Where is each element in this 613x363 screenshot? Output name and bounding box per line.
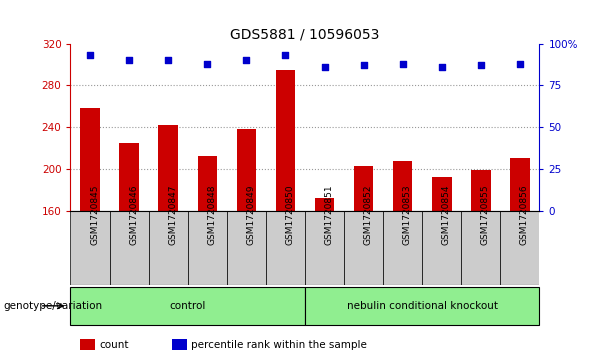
Bar bbox=[172, 339, 187, 350]
Text: GSM1720856: GSM1720856 bbox=[520, 184, 529, 245]
Bar bbox=[471, 170, 490, 211]
Bar bbox=[266, 211, 305, 285]
Bar bbox=[80, 108, 100, 211]
Text: GSM1720853: GSM1720853 bbox=[403, 184, 412, 245]
Bar bbox=[237, 129, 256, 211]
Bar bbox=[110, 211, 149, 285]
Text: GSM1720846: GSM1720846 bbox=[129, 184, 138, 245]
Text: GSM1720850: GSM1720850 bbox=[286, 184, 294, 245]
Bar bbox=[80, 339, 95, 350]
Bar bbox=[188, 211, 227, 285]
Text: GSM1720851: GSM1720851 bbox=[324, 184, 333, 245]
Point bbox=[398, 61, 408, 66]
Bar bbox=[197, 156, 217, 211]
Bar bbox=[432, 177, 452, 211]
Bar bbox=[500, 211, 539, 285]
Text: control: control bbox=[170, 301, 206, 311]
Bar bbox=[149, 211, 188, 285]
Point bbox=[124, 57, 134, 63]
Point bbox=[281, 52, 291, 58]
Bar bbox=[462, 211, 500, 285]
Point bbox=[437, 64, 447, 70]
Bar bbox=[510, 158, 530, 211]
Point bbox=[515, 61, 525, 66]
Text: GSM1720855: GSM1720855 bbox=[481, 184, 490, 245]
Bar bbox=[393, 162, 413, 211]
Bar bbox=[305, 287, 539, 325]
Point bbox=[476, 62, 485, 68]
Point bbox=[85, 52, 95, 58]
Text: percentile rank within the sample: percentile rank within the sample bbox=[191, 340, 367, 350]
Bar bbox=[422, 211, 462, 285]
Text: GSM1720852: GSM1720852 bbox=[364, 184, 373, 245]
Point bbox=[163, 57, 173, 63]
Text: GSM1720849: GSM1720849 bbox=[246, 184, 256, 245]
Point bbox=[319, 64, 329, 70]
Bar bbox=[158, 125, 178, 211]
Bar bbox=[305, 211, 344, 285]
Bar bbox=[70, 287, 305, 325]
Text: GSM1720854: GSM1720854 bbox=[442, 184, 451, 245]
Bar bbox=[70, 211, 110, 285]
Bar bbox=[120, 143, 139, 211]
Bar bbox=[227, 211, 266, 285]
Text: GSM1720845: GSM1720845 bbox=[90, 184, 99, 245]
Bar bbox=[354, 166, 373, 211]
Point bbox=[359, 62, 368, 68]
Text: nebulin conditional knockout: nebulin conditional knockout bbox=[347, 301, 498, 311]
Text: genotype/variation: genotype/variation bbox=[3, 301, 102, 311]
Text: count: count bbox=[99, 340, 129, 350]
Text: GSM1720847: GSM1720847 bbox=[168, 184, 177, 245]
Title: GDS5881 / 10596053: GDS5881 / 10596053 bbox=[230, 27, 379, 41]
Bar bbox=[344, 211, 383, 285]
Bar bbox=[276, 70, 295, 211]
Bar bbox=[314, 198, 334, 211]
Text: GSM1720848: GSM1720848 bbox=[207, 184, 216, 245]
Point bbox=[202, 61, 212, 66]
Point bbox=[242, 57, 251, 63]
Bar bbox=[383, 211, 422, 285]
